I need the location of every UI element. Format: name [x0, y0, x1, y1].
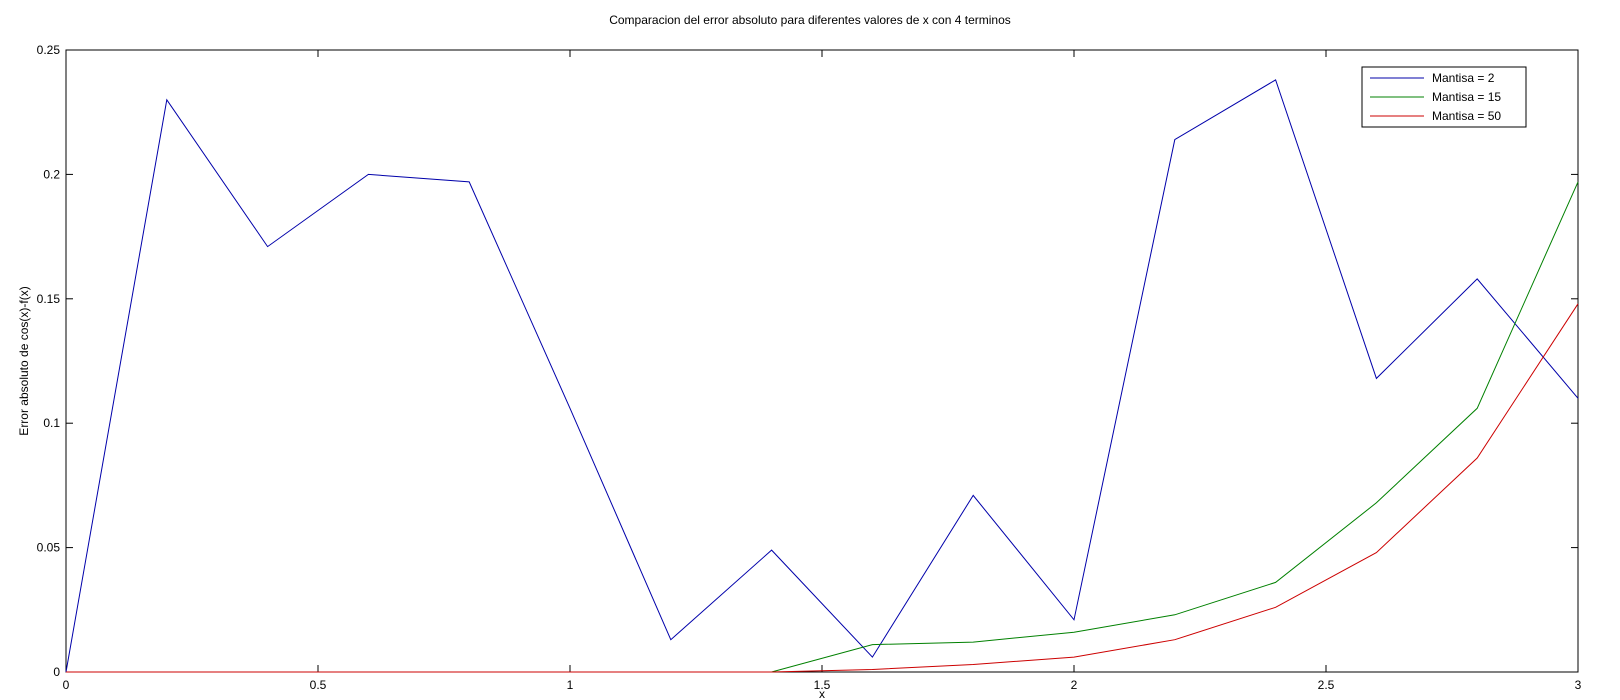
x-tick-label: 3 [1575, 678, 1582, 692]
legend-label: Mantisa = 2 [1432, 71, 1495, 85]
y-tick-label: 0.2 [43, 167, 60, 181]
x-tick-label: 1 [567, 678, 574, 692]
series-line-3 [66, 303, 1579, 673]
legend-label: Mantisa = 50 [1432, 109, 1501, 123]
y-tick-label: 0.05 [37, 541, 61, 555]
x-axis-label: x [819, 687, 825, 700]
plot-area [65, 49, 1579, 673]
series-line-1 [65, 79, 1579, 673]
series-group [65, 79, 1579, 673]
x-tick-label: 0.5 [310, 678, 327, 692]
legend: Mantisa = 2 Mantisa = 15 Mantisa = 50 [1361, 66, 1527, 128]
y-tick-label: 0.1 [43, 416, 60, 430]
x-tick-label: 0 [63, 678, 70, 692]
x-tick-label: 2 [1071, 678, 1078, 692]
y-tick-label: 0 [53, 665, 60, 679]
y-tick-label: 0.25 [37, 43, 61, 57]
y-tick-label: 0.15 [37, 292, 61, 306]
chart-title: Comparacion del error absoluto para dife… [609, 13, 1011, 27]
x-tick-label: 1.5 [814, 678, 831, 692]
legend-label: Mantisa = 15 [1432, 90, 1501, 104]
x-tick-label: 2.5 [1318, 678, 1335, 692]
axis-ticks: 0 0.5 1 1.5 2 2.5 3 0 0.05 0.1 0.15 0.2 0.25 [37, 43, 1582, 692]
y-axis-label: Error absoluto de cos(x)-f(x) [17, 286, 31, 435]
